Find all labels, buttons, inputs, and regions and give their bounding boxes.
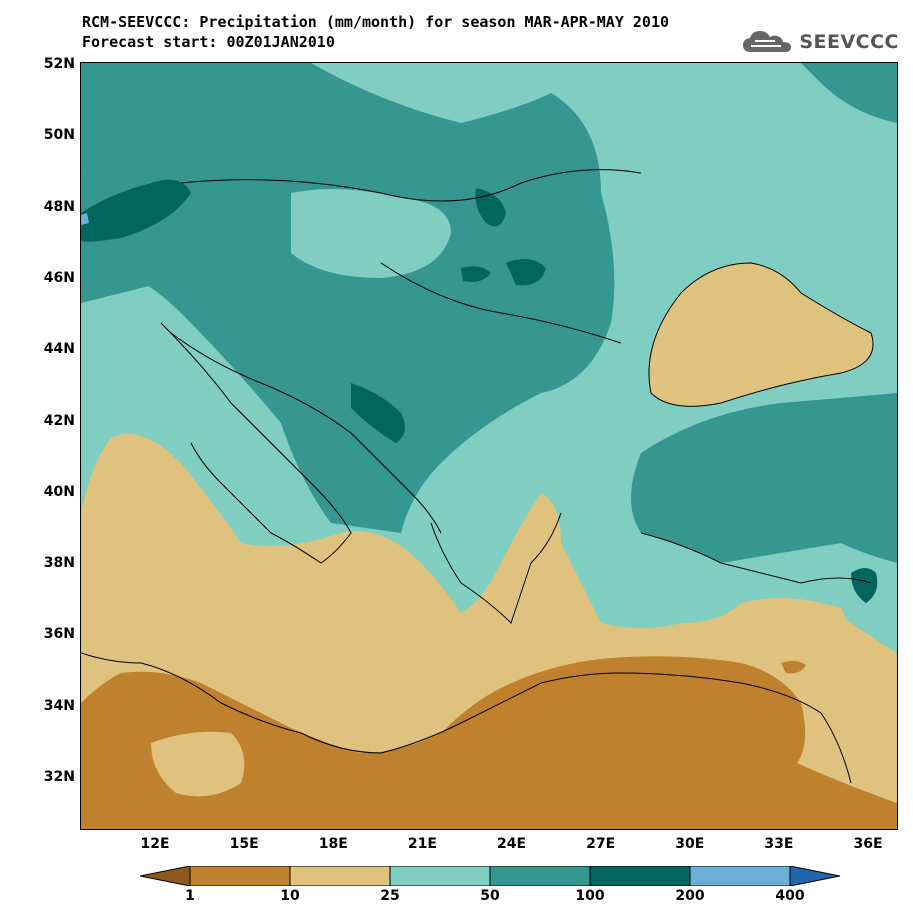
cloud-icon <box>743 31 792 52</box>
coastline-black-sea <box>648 262 874 407</box>
latitude-label: 50N <box>43 127 75 144</box>
colorbar-under-triangle <box>140 866 191 886</box>
latitude-label: 46N <box>43 269 75 286</box>
colorbar-segment <box>689 866 791 886</box>
longitude-label: 18E <box>318 836 348 852</box>
region-100-200-alps <box>81 179 191 242</box>
logo-text: SEEVCCC <box>799 31 899 53</box>
latitude-label: 44N <box>43 341 75 358</box>
coastline-greece <box>430 512 562 624</box>
latitude-label: 40N <box>43 483 75 500</box>
latitude-label: 42N <box>43 412 75 429</box>
colorbar-segment <box>389 866 491 886</box>
coastline-turkey-south <box>640 532 872 584</box>
region-1-10-north-africa <box>81 656 897 829</box>
region-100-200-carpathian-1 <box>475 188 506 227</box>
longitude-label: 36E <box>853 836 883 852</box>
region-100-200-turkey-south <box>851 568 878 603</box>
region-1-10-cyprus <box>781 660 806 674</box>
longitude-label: 15E <box>229 836 259 852</box>
colorbar-tick-label: 400 <box>775 888 805 904</box>
colorbar <box>140 866 840 886</box>
latitude-label: 36N <box>43 626 75 643</box>
longitude-label: 24E <box>496 836 527 852</box>
coastline-italy <box>160 322 352 564</box>
region-100-200-dinaric <box>351 383 405 443</box>
region-200-400-alps-small <box>81 213 89 225</box>
region-100-200-carpathian-2 <box>506 259 546 286</box>
colorbar-segment <box>189 866 291 886</box>
longitude-label: 12E <box>140 836 170 852</box>
region-50-100-anatolia <box>631 393 897 563</box>
latitude-label: 38N <box>43 555 75 572</box>
forecast-start-label: Forecast start: 00Z01JAN2010 <box>82 33 335 51</box>
latitude-label: 34N <box>43 697 75 714</box>
longitude-label: 33E <box>764 836 794 852</box>
region-10-25-black-sea <box>649 263 873 407</box>
colorbar-segment <box>489 866 591 886</box>
colorbar-tick-label: 200 <box>675 888 705 904</box>
colorbar-segment <box>289 866 391 886</box>
colorbar-over-triangle <box>789 866 840 886</box>
latitude-label: 32N <box>43 769 75 785</box>
chart-title: RCM-SEEVCCC: Precipitation (mm/month) fo… <box>82 13 669 31</box>
region-25-50-pannonian <box>291 189 451 278</box>
coastline-outlines <box>81 169 874 784</box>
colorbar-tick-label: 10 <box>280 888 300 904</box>
seevccc-logo: SEEVCCC <box>741 28 899 56</box>
coastline-north-africa <box>81 652 852 784</box>
border-line-1 <box>180 169 642 202</box>
latitude-label: 48N <box>43 198 75 215</box>
region-50-100-northeast <box>801 63 897 123</box>
precipitation-map <box>80 62 898 830</box>
colorbar-tick-label: 1 <box>185 888 195 904</box>
longitude-label: 27E <box>586 836 616 852</box>
colorbar-tick-label: 25 <box>380 888 400 904</box>
colorbar-segment <box>589 866 691 886</box>
longitude-label: 21E <box>407 836 437 852</box>
chart-title-block: RCM-SEEVCCC: Precipitation (mm/month) fo… <box>82 12 669 52</box>
region-10-25-levant <box>771 601 845 635</box>
region-10-25-libya-patch <box>151 731 245 797</box>
latitude-label: 52N <box>43 56 75 72</box>
colorbar-tick-label: 50 <box>480 888 500 904</box>
map-svg <box>81 63 897 829</box>
colorbar-tick-label: 100 <box>575 888 605 904</box>
region-100-200-carpathian-3 <box>461 266 491 282</box>
coastline-adriatic-east <box>170 332 442 534</box>
border-line-2 <box>380 262 622 344</box>
longitude-label: 30E <box>675 836 705 852</box>
